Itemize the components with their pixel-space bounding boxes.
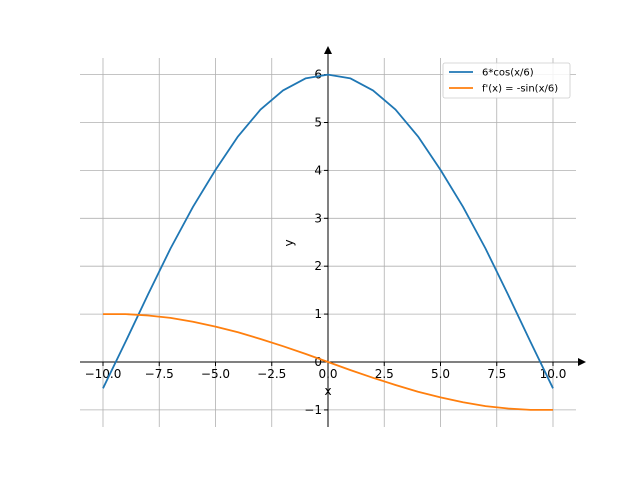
x-tick-label: 7.5 — [487, 367, 506, 381]
legend-box — [442, 62, 571, 99]
x-tick-label: −2.5 — [257, 367, 286, 381]
y-axis-label: y — [282, 239, 296, 246]
series-lines — [102, 73, 554, 411]
x-tick-label: 10.0 — [540, 367, 567, 381]
x-tick-label: 0.0 — [318, 367, 337, 381]
x-tick-label: −7.5 — [145, 367, 174, 381]
x-tick-label: 2.5 — [375, 367, 394, 381]
legend-entry-label: 6*cos(x/6) — [482, 68, 534, 79]
x-tick-label: −10.0 — [85, 367, 122, 381]
legend-entry-label: f'(x) = -sin(x/6) — [482, 84, 558, 95]
legend: 6*cos(x/6) f'(x) = -sin(x/6) — [442, 62, 571, 99]
y-tick-label: 3 — [314, 211, 322, 225]
y-tick-label: 0 — [314, 355, 322, 369]
x-tick-label: 5.0 — [431, 367, 450, 381]
y-tick-label: 4 — [314, 163, 322, 177]
y-tick-label: 5 — [314, 116, 322, 130]
y-tick-label: 6 — [314, 68, 322, 82]
y-tick-label: 2 — [314, 259, 322, 273]
x-axis-arrow-icon — [578, 358, 586, 366]
ticks: −10.0 −7.5 −5.0 −2.5 0.0 2.5 5.0 7.5 10.0 −1 0 1 2 3 4… — [85, 68, 567, 417]
y-tick-label: −1 — [304, 403, 322, 417]
x-axis-label: x — [324, 384, 331, 398]
y-axis-arrow-icon — [324, 46, 332, 54]
series-line-cos — [102, 73, 554, 389]
y-tick-label: 1 — [314, 307, 322, 321]
x-tick-label: −5.0 — [201, 367, 230, 381]
series-line-derivative — [103, 313, 553, 411]
